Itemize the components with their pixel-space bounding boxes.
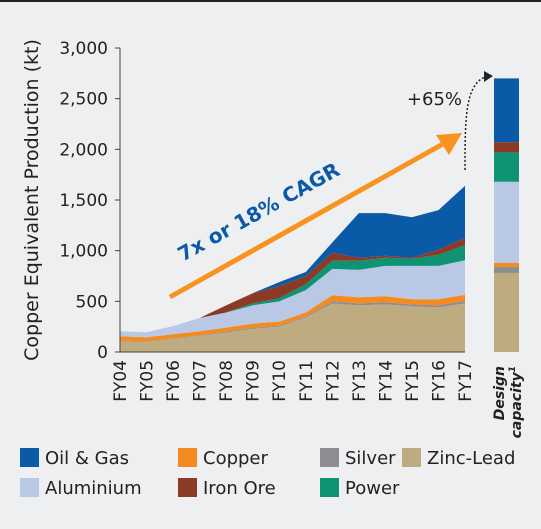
x-tick-label: FY11 — [297, 360, 317, 402]
x-tick-label: FY14 — [376, 360, 396, 402]
x-tick-label: FY10 — [270, 360, 290, 402]
capacity-label-line: Design — [492, 366, 508, 420]
x-tick-label: FY15 — [403, 360, 423, 402]
area — [120, 300, 465, 342]
x-tick-label: FY13 — [350, 360, 370, 402]
legend-label: Aluminium — [45, 478, 142, 499]
x-tick-label: FY09 — [244, 360, 264, 402]
y-tick-label: 500 — [76, 292, 108, 312]
y-tick-label: 1,000 — [59, 242, 108, 262]
y-axis-label: Copper Equivalent Production (kt) — [21, 39, 43, 361]
legend-label: Oil & Gas — [45, 448, 129, 469]
area — [120, 294, 465, 342]
x-tick-label: FY17 — [456, 360, 476, 402]
x-tick-label: FY12 — [323, 360, 343, 402]
capacity-segment — [494, 266, 519, 273]
area — [120, 185, 465, 333]
legend-swatch — [20, 478, 39, 497]
area — [120, 245, 465, 333]
capacity-footnote: 1 — [508, 366, 518, 372]
capacity-segment — [494, 181, 519, 263]
capacity-label-line: capacity — [509, 371, 525, 438]
growth-label: +65% — [407, 89, 462, 110]
y-tick-label: 2,000 — [59, 140, 108, 160]
legend-swatch — [320, 478, 339, 497]
cagr-arrow — [168, 137, 452, 300]
legend-label: Iron Ore — [203, 478, 276, 499]
legend-label: Copper — [203, 448, 269, 469]
legend-swatch — [178, 478, 197, 497]
x-tick-label: FY08 — [217, 360, 237, 402]
capacity-segment — [494, 78, 519, 143]
x-tick-label: FY16 — [429, 360, 449, 402]
capacity-segment — [494, 152, 519, 182]
y-tick-label: 1,500 — [59, 191, 108, 211]
capacity-label: Designcapacity1 — [492, 366, 525, 438]
legend-label: Power — [345, 478, 400, 499]
legend-swatch — [178, 448, 197, 467]
legend-label: Silver — [345, 448, 396, 469]
x-tick-label: FY05 — [138, 360, 158, 402]
legend-swatch — [320, 448, 339, 467]
capacity-segment — [494, 272, 519, 352]
y-tick-label: 3,000 — [59, 39, 108, 59]
capacity-segment — [494, 262, 519, 267]
x-tick-label: FY07 — [191, 360, 211, 402]
x-tick-label: FY06 — [164, 360, 184, 402]
growth-arrowhead — [484, 71, 493, 82]
x-tick-label: FY04 — [111, 360, 131, 402]
area — [120, 303, 465, 352]
growth-arrow — [464, 76, 486, 171]
area — [120, 260, 465, 338]
y-tick-label: 0 — [97, 343, 108, 363]
legend-swatch — [402, 448, 421, 467]
capacity-segment — [494, 142, 519, 153]
y-tick-label: 2,500 — [59, 90, 108, 110]
legend-swatch — [20, 448, 39, 467]
cagr-arrowhead — [436, 133, 462, 155]
area — [120, 238, 465, 333]
legend-label: Zinc-Lead — [427, 448, 515, 469]
